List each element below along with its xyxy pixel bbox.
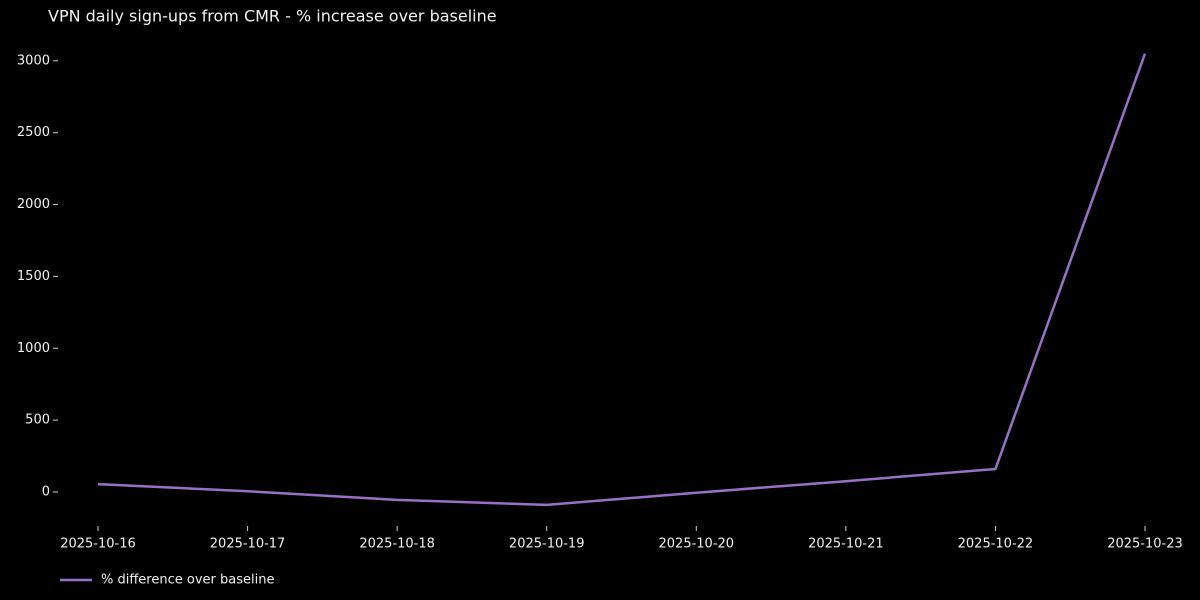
y-tick-label: 1000	[17, 341, 50, 356]
y-tick-label: 500	[25, 413, 50, 428]
x-tick-label: 2025-10-16	[60, 537, 136, 552]
x-tick-label: 2025-10-22	[958, 537, 1034, 552]
x-tick-label: 2025-10-23	[1107, 537, 1183, 552]
legend-label: % difference over baseline	[101, 573, 274, 588]
y-tick-label: 3000	[17, 53, 50, 68]
y-tick-label: 1500	[17, 269, 50, 284]
x-tick-label: 2025-10-18	[359, 537, 435, 552]
chart-title: VPN daily sign-ups from CMR - % increase…	[48, 7, 497, 26]
x-tick-label: 2025-10-19	[509, 537, 585, 552]
x-tick-label: 2025-10-17	[210, 537, 286, 552]
y-tick-label: 0	[42, 484, 50, 499]
data-line	[97, 53, 1147, 507]
y-tick-label: 2000	[17, 197, 50, 212]
y-tick-label: 2500	[17, 125, 50, 140]
x-tick-label: 2025-10-21	[808, 537, 884, 552]
x-tick-label: 2025-10-20	[659, 537, 735, 552]
